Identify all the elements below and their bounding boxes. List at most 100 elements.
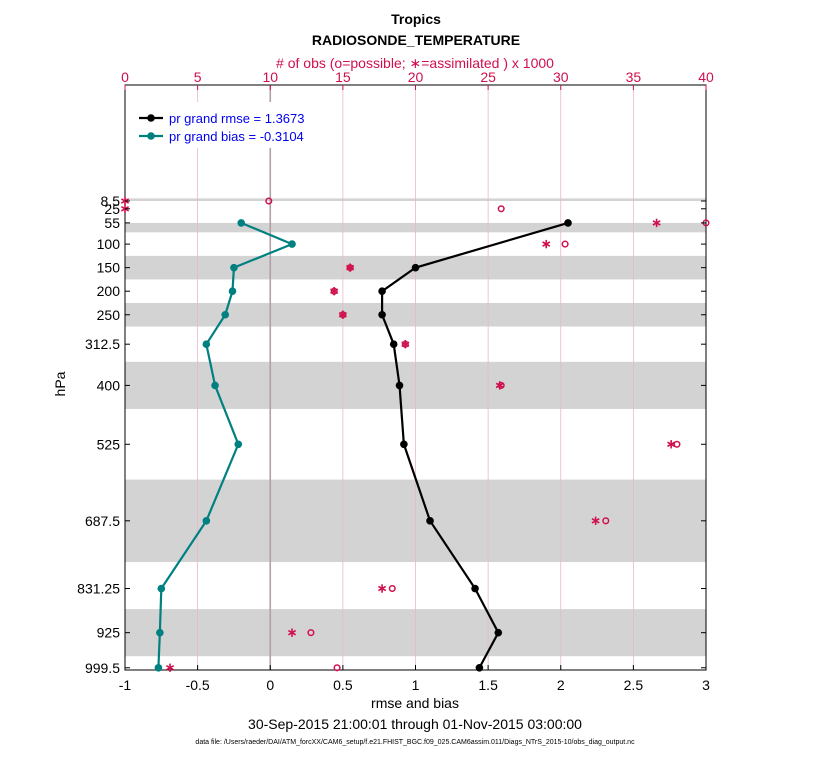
star-stroke: [287, 629, 297, 636]
x-tick-label: -1: [119, 677, 132, 693]
obs-assimilated-marker: [401, 339, 410, 349]
bias-point: [156, 628, 164, 637]
y-tick-label: 250: [97, 307, 121, 323]
legend-entry: pr grand rmse = 1.3673: [169, 111, 305, 126]
x-tick-label: 1: [412, 677, 420, 693]
x-tick-label: -0.5: [186, 677, 210, 693]
bias-point: [288, 240, 296, 248]
x-tick-label: 3: [702, 677, 710, 693]
star-stroke: [330, 288, 339, 294]
bias-point: [211, 381, 219, 390]
star-stroke: [495, 382, 504, 389]
y-tick-label: 200: [97, 283, 121, 299]
rmse-point: [411, 263, 420, 272]
top-tick-label: 20: [408, 69, 424, 85]
y-tick-label: 100: [97, 236, 121, 252]
obs-possible-marker: [561, 240, 569, 248]
bias-point: [228, 287, 237, 296]
y-tick-label: 831.25: [77, 581, 120, 597]
obs-possible-marker: [497, 205, 505, 213]
date-range: 30-Sep-2015 21:00:01 through 01-Nov-2015…: [248, 716, 582, 732]
x-tick-label: 0: [266, 677, 274, 693]
top-tick-label: 5: [194, 69, 202, 85]
obs-possible-marker: [388, 584, 396, 593]
chart-title: Tropics: [391, 11, 441, 27]
y-tick-label: 999.5: [85, 660, 120, 676]
x-tick-label: 2.5: [624, 677, 644, 693]
obs-assimilated-marker: [378, 584, 387, 593]
obs-possible-marker: [333, 664, 341, 672]
star-stroke: [591, 518, 600, 524]
y-axis-label: hPa: [52, 371, 68, 396]
bias-point: [157, 584, 166, 593]
y-tick-label: 687.5: [85, 513, 120, 529]
x-tick-label: 1.5: [478, 677, 498, 693]
obs-assimilated-marker: [542, 239, 551, 249]
star-stroke: [652, 220, 661, 226]
top-tick-label: 35: [626, 69, 642, 85]
y-tick-label: 150: [97, 260, 121, 276]
bias-point: [237, 219, 245, 227]
star-stroke: [165, 664, 175, 671]
rmse-point: [426, 517, 434, 525]
obs-assimilated-marker: [330, 287, 339, 296]
footnote: data file: /Users/raeder/DAI/ATM_forcXX/…: [195, 739, 635, 746]
legend-marker: [147, 114, 155, 122]
obs-assimilated-marker: [652, 218, 661, 228]
star-stroke: [378, 585, 387, 592]
top-axis-label: # of obs (o=possible; ∗=assimilated ) x …: [276, 55, 554, 71]
top-tick-label: 15: [335, 69, 351, 85]
x-tick-label: 2: [557, 677, 565, 693]
rmse-point: [378, 287, 386, 296]
y-tick-label: 925: [97, 625, 121, 641]
y-tick-label: 400: [97, 377, 121, 393]
rmse-point: [395, 381, 404, 390]
obs-assimilated-marker: [591, 516, 600, 526]
obs-possible-marker: [265, 197, 273, 205]
obs-possible-marker: [307, 629, 315, 637]
rmse-point: [564, 219, 572, 227]
bias-point: [230, 263, 238, 272]
star-stroke: [667, 441, 676, 448]
top-tick-label: 40: [698, 69, 714, 85]
rmse-point: [389, 340, 398, 348]
top-tick-label: 30: [553, 69, 569, 85]
rmse-line: [380, 221, 569, 669]
obs-assimilated-marker: [165, 663, 175, 672]
obs-possible-marker: [602, 517, 610, 525]
y-tick-label: 8.5: [101, 193, 121, 209]
obs-assimilated-marker: [495, 381, 504, 390]
obs-assimilated-marker: [338, 310, 347, 319]
y-tick-label: 525: [97, 436, 121, 452]
star-stroke: [401, 341, 410, 347]
rmse-point: [475, 663, 484, 672]
bias-line: [157, 221, 295, 668]
obs-assimilated-marker: [287, 628, 297, 637]
bias-point: [202, 517, 211, 525]
star-stroke: [542, 241, 551, 247]
top-tick-label: 25: [480, 69, 496, 85]
rmse-point: [378, 310, 386, 319]
top-tick-label: 0: [121, 69, 129, 85]
obs-assimilated-marker: [346, 263, 355, 272]
y-tick-label: 312.5: [85, 336, 120, 352]
star-stroke: [338, 311, 347, 318]
top-tick-label: 10: [262, 69, 278, 85]
bias-point: [221, 310, 230, 319]
obs-assimilated-marker: [667, 440, 676, 449]
rmse-point: [494, 628, 503, 637]
star-stroke: [346, 264, 355, 271]
legend-entry: pr grand bias = -0.3104: [169, 129, 304, 144]
legend-box: [133, 102, 333, 148]
y-tick-label: 55: [104, 215, 120, 231]
y-tick-label: 25: [104, 201, 120, 217]
bias-point: [234, 440, 243, 449]
x-axis-label: rmse and bias: [371, 695, 459, 711]
rmse-point: [400, 440, 408, 449]
legend-marker: [147, 132, 155, 140]
chart-subtitle: RADIOSONDE_TEMPERATURE: [312, 32, 520, 48]
bias-point: [202, 340, 211, 348]
obs-possible-marker: [673, 440, 681, 448]
x-tick-label: 0.5: [333, 677, 353, 693]
